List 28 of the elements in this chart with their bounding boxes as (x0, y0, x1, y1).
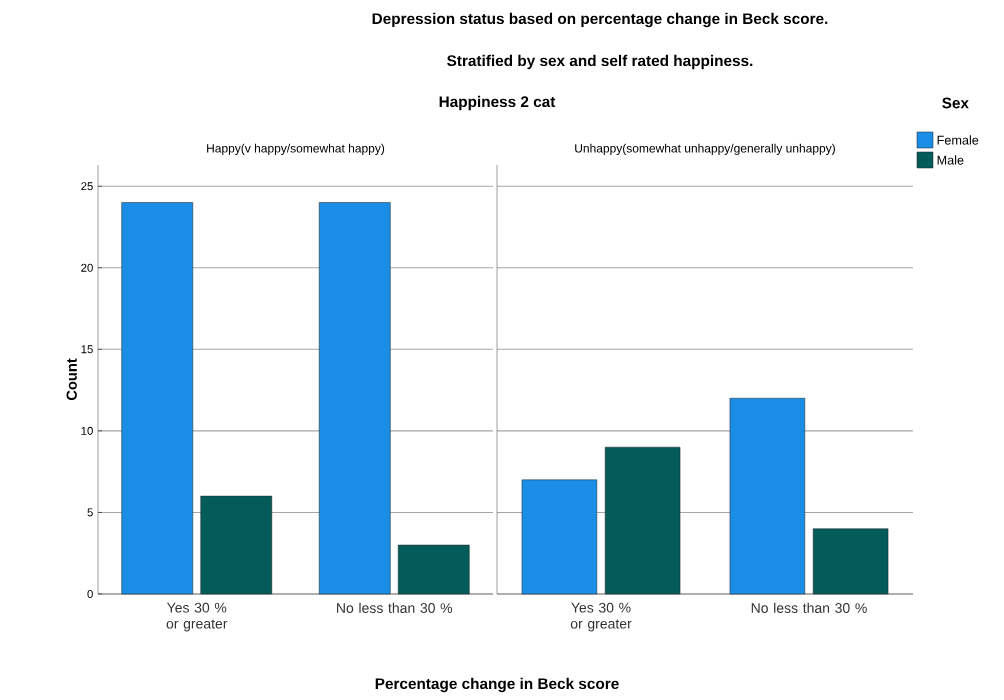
x-tick-label: No less than 30 % (751, 602, 867, 613)
legend-title: Sex (942, 97, 969, 109)
bar (318, 202, 391, 595)
text: Stratified by sex and self rated happiness. (447, 54, 753, 70)
y-tick-label: 10 (81, 426, 93, 435)
legend-label: Female (937, 135, 979, 145)
y-tick-label: 0 (87, 589, 93, 598)
y-tick-label: 20 (81, 263, 93, 272)
x-tick-label: Yes 30 % or greater (570, 602, 632, 632)
bar (604, 446, 681, 595)
bar (812, 528, 889, 595)
y-tick-label: 25 (81, 182, 93, 191)
text: Depression status based on percentage change in Beck score. (372, 12, 828, 28)
text: Happiness 2 cat (439, 95, 556, 111)
chart-title: Happy(v happy/somewhat happy) (207, 143, 385, 155)
x-tick-label: Yes 30 % or greater (166, 602, 228, 632)
bar (729, 397, 806, 595)
chart-title: Unhappy(somewhat unhappy/generally unhappy) (575, 143, 835, 155)
bar (521, 479, 598, 595)
y-tick-label: 5 (87, 508, 93, 517)
bar (121, 202, 194, 595)
x-axis-title: Percentage change in Beck score (375, 677, 619, 693)
legend-label: Male (937, 155, 964, 165)
y-tick-label: 15 (81, 345, 93, 354)
bar (200, 495, 273, 595)
y-axis-title: Count (66, 358, 77, 401)
bar (397, 544, 470, 595)
x-tick-label: No less than 30 % (337, 602, 453, 613)
